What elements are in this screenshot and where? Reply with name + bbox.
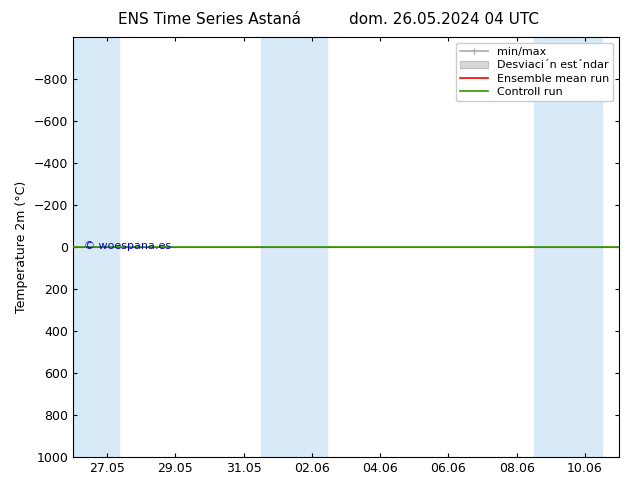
Text: ENS Time Series Astaná: ENS Time Series Astaná <box>118 12 301 27</box>
Text: © woespana.es: © woespana.es <box>84 241 171 251</box>
Bar <box>534 37 602 457</box>
Bar <box>261 37 327 457</box>
Legend: min/max, Desviaci´n est´ndar, Ensemble mean run, Controll run: min/max, Desviaci´n est´ndar, Ensemble m… <box>456 43 614 101</box>
Text: dom. 26.05.2024 04 UTC: dom. 26.05.2024 04 UTC <box>349 12 539 27</box>
Y-axis label: Temperature 2m (°C): Temperature 2m (°C) <box>15 181 28 313</box>
Bar <box>73 37 119 457</box>
